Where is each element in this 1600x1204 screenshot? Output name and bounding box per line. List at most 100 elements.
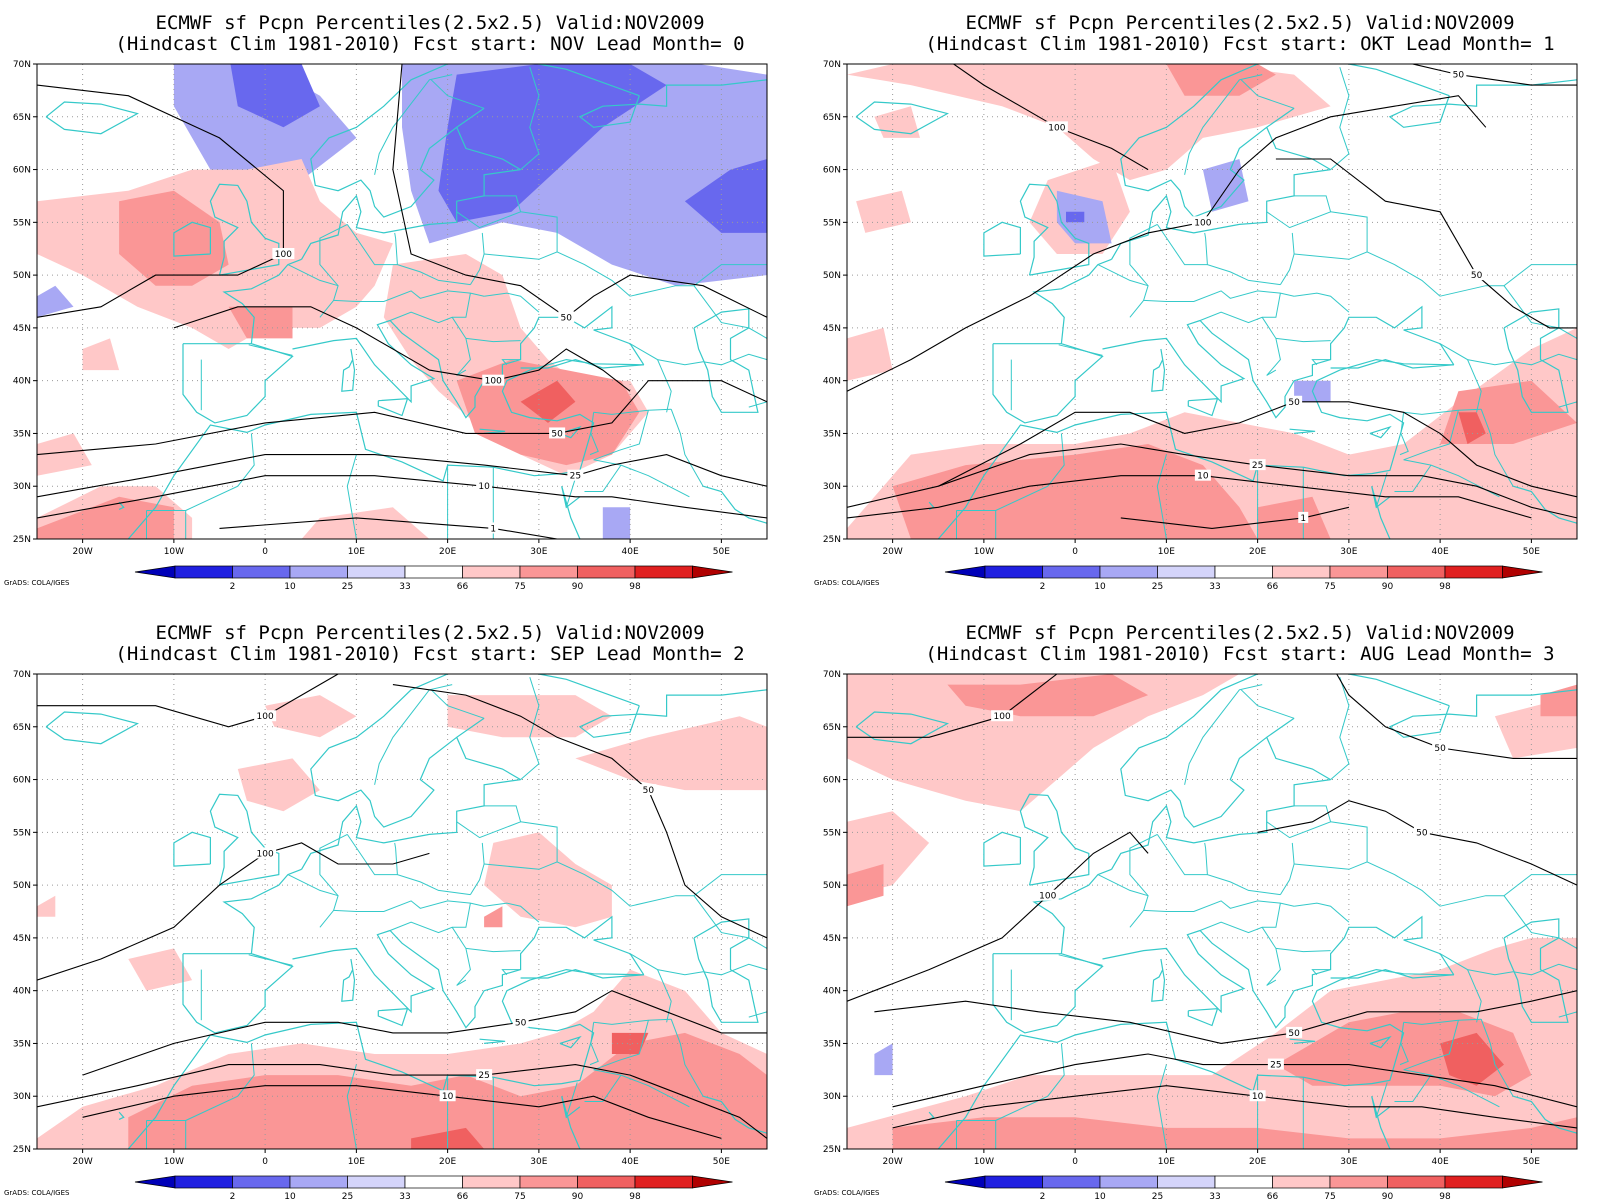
- colorbar-label: 90: [1382, 582, 1394, 592]
- contour-label: 50: [643, 786, 655, 796]
- country-border: [1375, 472, 1388, 508]
- country-border: [1058, 344, 1103, 356]
- colorbar-segment: [984, 565, 1043, 579]
- country-border: [1311, 359, 1331, 366]
- lon-tick-label: 30E: [1340, 547, 1357, 557]
- contour-label: 100: [1194, 218, 1211, 228]
- coastline-scandinavia: [1120, 64, 1450, 218]
- colorbar-segment: [1444, 565, 1503, 579]
- coastline-cyprus: [559, 1035, 582, 1049]
- chart-title: ECMWF sf Pcpn Percentiles(2.5x2.5) Valid…: [965, 12, 1514, 34]
- country-border: [346, 834, 471, 896]
- country-border: [346, 224, 471, 286]
- country-border: [1129, 223, 1158, 318]
- contour-label-bg: [488, 522, 499, 534]
- lon-tick-label: 20E: [439, 1157, 456, 1167]
- chart-title: ECMWF sf Pcpn Percentiles(2.5x2.5) Valid…: [155, 12, 704, 34]
- map-frame: [846, 63, 1578, 540]
- country-border: [1129, 833, 1158, 928]
- contour-line-50: [82, 990, 767, 1076]
- lon-tick-label: 0: [262, 547, 268, 557]
- coastline-british: [209, 183, 280, 276]
- coastline-balkans: [1199, 915, 1455, 1029]
- colorbar-label: 33: [399, 1192, 410, 1200]
- country-border: [501, 359, 521, 366]
- colorbar-end-low: [134, 1175, 176, 1189]
- percentile-shade-66: [847, 937, 1577, 1149]
- coastline-black-sea: [1330, 968, 1454, 979]
- country-border: [1279, 842, 1295, 895]
- coastline-russia-north: [578, 79, 767, 128]
- country-border: [185, 433, 255, 539]
- colorbar-label: 2: [230, 582, 236, 592]
- country-border: [501, 969, 521, 976]
- lon-tick-label: 20E: [1249, 1157, 1266, 1167]
- lat-tick-label: 70N: [823, 670, 841, 680]
- chart-title: ECMWF sf Pcpn Percentiles(2.5x2.5) Valid…: [965, 622, 1514, 644]
- country-border: [1403, 1069, 1500, 1108]
- contour-label: 50: [1416, 828, 1428, 838]
- coastline-balkans: [389, 915, 645, 1029]
- country-border: [520, 211, 558, 252]
- country-border: [346, 1064, 357, 1149]
- country-border: [287, 874, 339, 897]
- colorbar-segment: [289, 1175, 348, 1189]
- country-border: [520, 677, 540, 780]
- country-border: [248, 954, 293, 966]
- percentile-shade-75: [947, 674, 1149, 717]
- colorbar-segment: [519, 565, 578, 579]
- lon-tick-label: 40E: [1432, 1157, 1449, 1167]
- colorbar-segment: [289, 565, 348, 579]
- contour-label: 10: [442, 1092, 454, 1102]
- country-border: [484, 251, 631, 297]
- contour-label-bg: [1298, 511, 1309, 523]
- coastline-red-sea: [561, 1096, 581, 1149]
- contour-label-bg: [512, 1016, 529, 1028]
- contour-label: 1: [1300, 514, 1306, 524]
- contour-label: 100: [257, 712, 274, 722]
- coastline-lowlands-denmark-baltic: [1111, 169, 1331, 260]
- country-border: [1503, 264, 1577, 339]
- country-border: [1143, 900, 1295, 912]
- country-border: [465, 337, 521, 343]
- coastline-black-sea: [1330, 358, 1454, 369]
- country-border: [1399, 412, 1409, 456]
- lon-tick-label: 20W: [72, 547, 92, 557]
- chart-title: ECMWF sf Pcpn Percentiles(2.5x2.5) Valid…: [155, 622, 704, 644]
- contour-label: 25: [570, 472, 581, 482]
- colorbar: 2 10 25 33 66 75 90 98: [134, 565, 733, 592]
- colorbar-segment: [577, 565, 636, 579]
- map-svg: ECMWF sf Pcpn Percentiles(2.5x2.5) Valid…: [814, 622, 1578, 1202]
- country-border: [319, 833, 348, 928]
- country-border: [1266, 805, 1332, 839]
- country-border: [1184, 684, 1263, 785]
- colorbar-label: 33: [399, 582, 410, 592]
- contour-line-100: [37, 674, 339, 728]
- lon-tick-label: 30E: [530, 547, 547, 557]
- percentile-shade-66: [301, 507, 430, 539]
- lon-tick-label: 50E: [713, 1157, 730, 1167]
- country-border: [389, 903, 471, 934]
- grads-credit: GrADS: COLA/IGES: [4, 579, 70, 587]
- coastline-black-sea: [520, 968, 644, 979]
- colorbar-label: 98: [1439, 1192, 1451, 1200]
- colorbar-end-high: [1502, 565, 1543, 579]
- contour-line-50: [392, 64, 767, 318]
- country-border: [589, 412, 599, 456]
- colorbar-segment: [1272, 565, 1331, 579]
- country-border: [484, 902, 540, 923]
- country-border: [1240, 689, 1295, 719]
- coastline-iceland-edge: [855, 101, 950, 135]
- contour-label-bg: [476, 480, 493, 492]
- lat-tick-label: 55N: [823, 218, 841, 228]
- percentile-shade-33: [874, 1043, 893, 1076]
- country-border: [1403, 459, 1500, 498]
- coastline-ireland: [173, 221, 211, 257]
- lat-tick-label: 60N: [823, 166, 841, 176]
- colorbar-segment: [1387, 1175, 1446, 1189]
- grads-credit: GrADS: COLA/IGES: [814, 579, 880, 587]
- contour-label-bg: [254, 710, 277, 722]
- country-border: [1199, 293, 1281, 324]
- country-border: [593, 1069, 690, 1108]
- colorbar-segment: [347, 565, 406, 579]
